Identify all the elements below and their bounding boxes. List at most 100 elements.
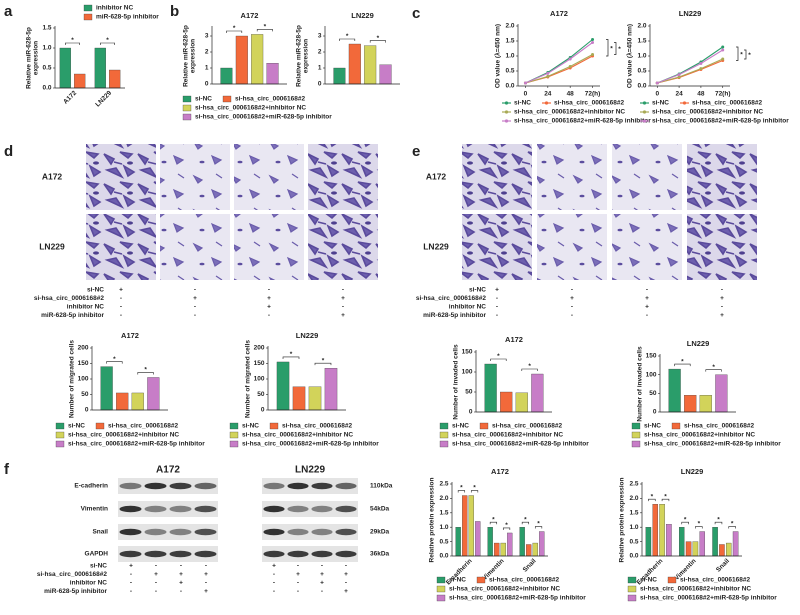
legend-swatch bbox=[229, 431, 239, 439]
row-label: LN229 bbox=[423, 241, 449, 251]
legend-swatch bbox=[182, 113, 192, 121]
condition-sign: - bbox=[155, 563, 157, 570]
point bbox=[699, 67, 703, 71]
point bbox=[546, 74, 550, 78]
bar bbox=[475, 521, 481, 557]
blot-band bbox=[169, 528, 192, 536]
bar bbox=[462, 495, 468, 557]
legend-label: si-hsa_circ_0006168#2+miR-628-5p inhibit… bbox=[68, 441, 205, 448]
legend-label: si-hsa_circ_0006168#2+inhibitor NC bbox=[68, 432, 179, 439]
y-tick-label: 0.5 bbox=[629, 538, 638, 545]
y-tick-label: 1.0 bbox=[637, 53, 646, 60]
y-tick-label: 100 bbox=[646, 371, 657, 378]
significance-bracket bbox=[282, 356, 300, 359]
y-tick-label: 0.0 bbox=[505, 83, 514, 90]
significance-bracket bbox=[744, 49, 747, 60]
condition-sign: - bbox=[180, 563, 182, 570]
point bbox=[655, 81, 659, 85]
bar bbox=[668, 368, 681, 413]
bar bbox=[532, 542, 538, 557]
condition-label: miR-628-5p inhibitor bbox=[41, 312, 104, 319]
point bbox=[721, 45, 725, 49]
blot-band bbox=[119, 482, 142, 490]
legend-label: si-hsa_circ_0006168#2 bbox=[684, 423, 755, 430]
y-tick-label: 0.5 bbox=[42, 65, 51, 72]
panel-label: e bbox=[412, 143, 420, 160]
bar bbox=[348, 43, 361, 85]
micrograph bbox=[308, 214, 378, 280]
condition-label: miR-628-5p inhibitor bbox=[44, 588, 107, 595]
protein-label: Vimentin bbox=[81, 506, 108, 513]
significance-bracket bbox=[681, 521, 689, 525]
blot-band bbox=[169, 482, 192, 490]
legend-swatch bbox=[83, 4, 93, 12]
micrograph bbox=[462, 144, 532, 210]
bar bbox=[109, 69, 121, 89]
micrograph bbox=[234, 214, 304, 280]
point bbox=[721, 57, 725, 61]
blot-band bbox=[194, 482, 217, 490]
legend-label: si-hsa_circ_0006168#2+miR-628-5p inhibit… bbox=[195, 114, 332, 121]
significance-bracket bbox=[489, 521, 498, 525]
y-tick-label: 0.5 bbox=[505, 68, 514, 75]
significance-bracket bbox=[661, 498, 670, 502]
bar bbox=[515, 392, 528, 413]
bar bbox=[94, 47, 106, 89]
blot-band bbox=[144, 550, 167, 558]
blot-strip bbox=[118, 501, 218, 517]
significance-bracket bbox=[714, 521, 723, 525]
legend-label: si-hsa_circ_0006168#2+inhibitor NC bbox=[652, 109, 763, 116]
condition-sign: + bbox=[204, 588, 208, 595]
legend-swatch bbox=[222, 95, 232, 103]
condition-sign: - bbox=[297, 563, 299, 570]
significance-label: * bbox=[684, 516, 687, 523]
blot-band bbox=[144, 482, 167, 490]
blot-band bbox=[311, 482, 333, 490]
condition-sign: - bbox=[721, 287, 723, 294]
legend-label: si-NC bbox=[452, 423, 469, 430]
x-tick-label: A172 bbox=[62, 89, 78, 105]
chart-title: A172 bbox=[121, 331, 139, 340]
blot-band bbox=[335, 482, 357, 490]
bar bbox=[539, 531, 545, 557]
y-tick-label: 200 bbox=[78, 345, 89, 352]
bar bbox=[712, 527, 718, 557]
legend-label: si-hsa_circ_0006168#2 bbox=[108, 423, 179, 430]
bar bbox=[455, 527, 461, 557]
condition-sign: + bbox=[341, 312, 345, 319]
y-axis-label: expression bbox=[190, 39, 197, 73]
blot-band bbox=[287, 550, 309, 558]
blot-band bbox=[335, 505, 357, 513]
condition-sign: - bbox=[155, 580, 157, 587]
condition-sign: - bbox=[205, 580, 207, 587]
y-tick-label: 0 bbox=[653, 409, 657, 416]
bar bbox=[659, 504, 665, 557]
y-tick-label: 0 bbox=[85, 407, 89, 414]
x-tick-label: 72(h) bbox=[715, 91, 731, 98]
legend-swatch bbox=[55, 422, 65, 430]
y-tick-label: 200 bbox=[254, 345, 265, 352]
condition-sign: + bbox=[570, 295, 574, 302]
condition-sign: + bbox=[645, 295, 649, 302]
bar bbox=[645, 527, 652, 557]
legend-swatch bbox=[95, 422, 105, 430]
significance-label: * bbox=[71, 37, 74, 44]
bar bbox=[526, 544, 532, 557]
condition-sign: - bbox=[571, 287, 573, 294]
y-tick-label: 0 bbox=[469, 409, 473, 416]
blot-band bbox=[263, 505, 285, 513]
legend-label: inhibitor NC bbox=[96, 5, 133, 12]
y-tick-label: 0.0 bbox=[637, 83, 646, 90]
condition-sign: - bbox=[345, 563, 347, 570]
blot-band bbox=[169, 550, 192, 558]
significance-bracket bbox=[490, 358, 507, 361]
legend-label: si-hsa_circ_0006168#2+inhibitor NC bbox=[640, 586, 751, 593]
micrograph bbox=[160, 144, 230, 210]
y-tick-label: 2.5 bbox=[629, 481, 638, 488]
condition-label: inhibitor NC bbox=[67, 304, 104, 311]
bar bbox=[59, 47, 71, 89]
legend-label: si-NC bbox=[652, 100, 669, 107]
legend-label: si-NC bbox=[640, 577, 657, 584]
y-tick-label: 0.5 bbox=[439, 538, 448, 545]
